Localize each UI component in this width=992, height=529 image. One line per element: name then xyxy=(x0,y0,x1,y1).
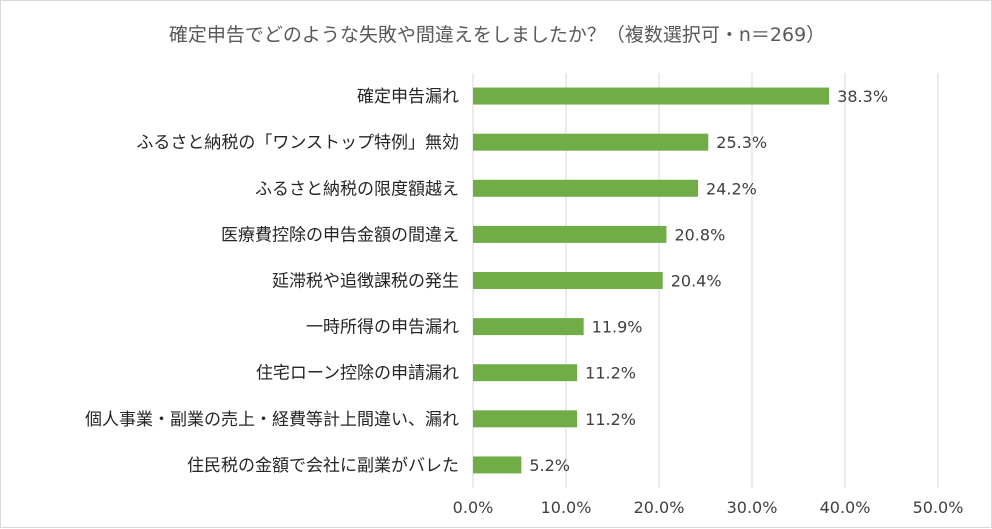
chart-title: 確定申告でどのような失敗や間違えをしましたか？（複数選択可・n＝269） xyxy=(169,24,825,46)
bar xyxy=(473,272,663,289)
bar xyxy=(473,318,584,336)
category-label: 住宅ローン控除の申請漏れ xyxy=(256,364,459,384)
value-labels: 38.3% 25.3% 24.2% 20.8% 20.4% 11.9% 11.2% 11.2%… xyxy=(529,87,888,475)
bar xyxy=(473,87,830,105)
value-label: 20.4% xyxy=(671,272,722,291)
x-tick-label: 10.0% xyxy=(541,498,592,517)
x-tick-label: 40.0% xyxy=(820,498,871,517)
category-label: 医療費控除の申告金額の間違え xyxy=(221,225,459,245)
x-tick-label: 0.0% xyxy=(453,498,494,517)
category-label: 一時所得の申告漏れ xyxy=(306,318,459,338)
bar xyxy=(473,364,578,382)
value-label: 25.3% xyxy=(716,133,767,152)
x-tick-label: 50.0% xyxy=(913,498,964,517)
category-label: 延滞税や追徴課税の発生 xyxy=(272,272,459,292)
x-tick-label: 30.0% xyxy=(727,498,778,517)
value-label: 11.2% xyxy=(585,410,636,429)
value-label: 24.2% xyxy=(706,179,757,198)
bar xyxy=(473,225,667,243)
bar xyxy=(473,133,709,151)
value-label: 38.3% xyxy=(837,87,888,106)
value-label: 20.8% xyxy=(674,225,725,244)
bar xyxy=(473,410,578,428)
x-axis-ticks: 0.0% 10.0% 20.0% 30.0% 40.0% 50.0% xyxy=(453,498,964,517)
category-label: 確定申告漏れ xyxy=(357,87,459,107)
category-labels: 確定申告漏れふるさと納税の「ワンストップ特例」無効ふるさと納税の限度額越え医療費… xyxy=(85,87,459,476)
category-label: 個人事業・副業の売上・経費等計上間違い、漏れ xyxy=(85,410,459,430)
x-tick-label: 20.0% xyxy=(634,498,685,517)
bars xyxy=(473,87,830,474)
value-label: 11.9% xyxy=(592,318,643,337)
value-label: 11.2% xyxy=(585,364,636,383)
category-label: ふるさと納税の「ワンストップ特例」無効 xyxy=(136,133,459,153)
category-label: ふるさと納税の限度額越え xyxy=(255,179,459,199)
category-label: 住民税の金額で会社に副業がバレた xyxy=(187,456,459,476)
bar xyxy=(473,456,522,474)
bar xyxy=(473,179,699,197)
value-label: 5.2% xyxy=(529,456,570,475)
